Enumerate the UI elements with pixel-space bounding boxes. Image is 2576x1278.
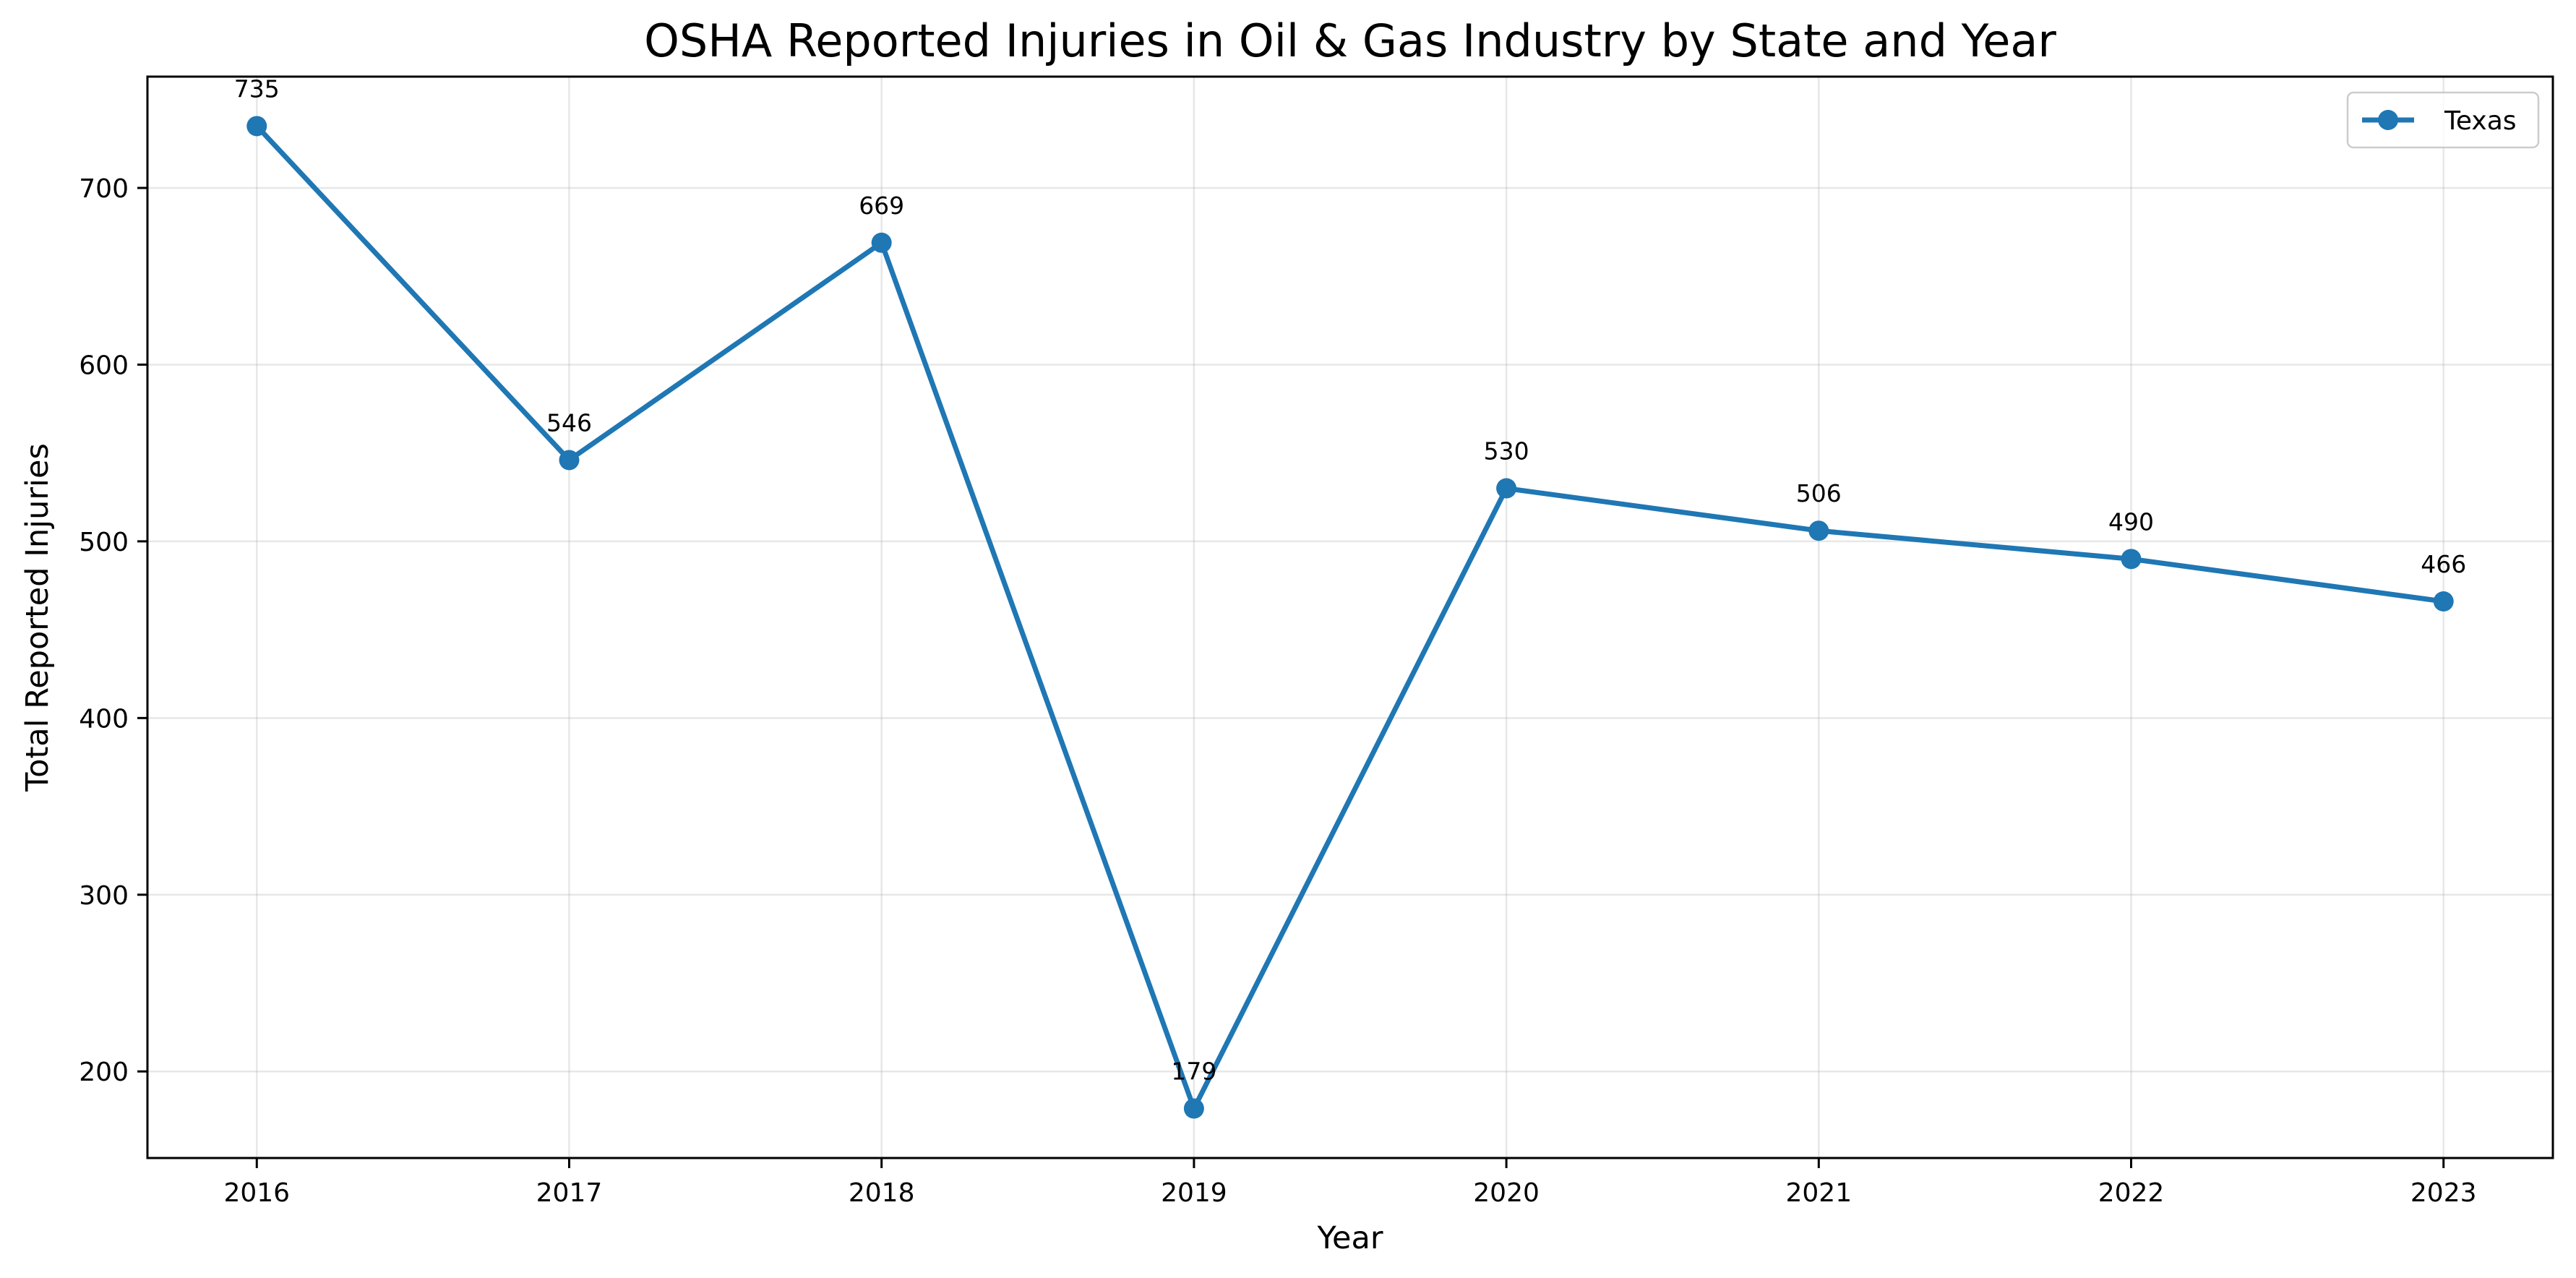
y-axis-label: Total Reported Injuries [20,443,56,792]
x-tick-label: 2022 [2098,1178,2165,1208]
data-label: 466 [2421,550,2466,578]
series-layer [246,116,2454,1119]
data-label: 669 [859,192,904,220]
data-label: 179 [1171,1058,1216,1086]
x-axis-label: Year [1316,1220,1383,1256]
y-tick-label: 400 [79,704,129,734]
data-label: 735 [234,74,280,103]
data-label: 506 [1796,479,1842,507]
data-point [246,116,267,137]
x-tick-label: 2021 [1785,1178,1852,1208]
data-point [1183,1098,1204,1119]
data-point [2121,549,2142,570]
series-line-texas [254,123,2447,1112]
y-tick-label: 600 [79,351,129,380]
plot-frame [146,75,2554,1159]
x-axis-ticks: 2016 2017 2018 2019 2020 2021 2022 2023 [223,1158,2477,1208]
x-tick-label: 2016 [223,1178,290,1208]
chart-title: OSHA Reported Injuries in Oil & Gas Indu… [644,14,2056,67]
data-point [559,450,580,471]
data-label: 530 [1484,437,1529,466]
data-point [2433,591,2454,612]
grid-lines [147,77,2553,1158]
y-axis-ticks: 200 300 400 500 600 700 [79,174,147,1087]
y-tick-label: 300 [79,881,129,911]
x-tick-label: 2019 [1161,1178,1227,1208]
x-tick-label: 2017 [536,1178,603,1208]
x-tick-label: 2020 [1473,1178,1540,1208]
y-tick-label: 200 [79,1058,129,1087]
data-label: 546 [546,408,592,437]
legend-box [2346,91,2540,149]
data-point [1808,520,1829,541]
y-tick-label: 700 [79,174,129,204]
data-labels: 735 546 669 179 530 506 490 466 [234,74,2466,1085]
legend-marker [2378,110,2398,130]
y-tick-label: 500 [79,528,129,557]
data-point [871,232,892,253]
legend: Texas [2346,91,2540,149]
data-label: 490 [2108,507,2154,536]
legend-entry-texas: Texas [2444,106,2517,136]
data-point [1496,478,1517,499]
x-tick-label: 2023 [2410,1178,2477,1208]
x-tick-label: 2018 [849,1178,915,1208]
